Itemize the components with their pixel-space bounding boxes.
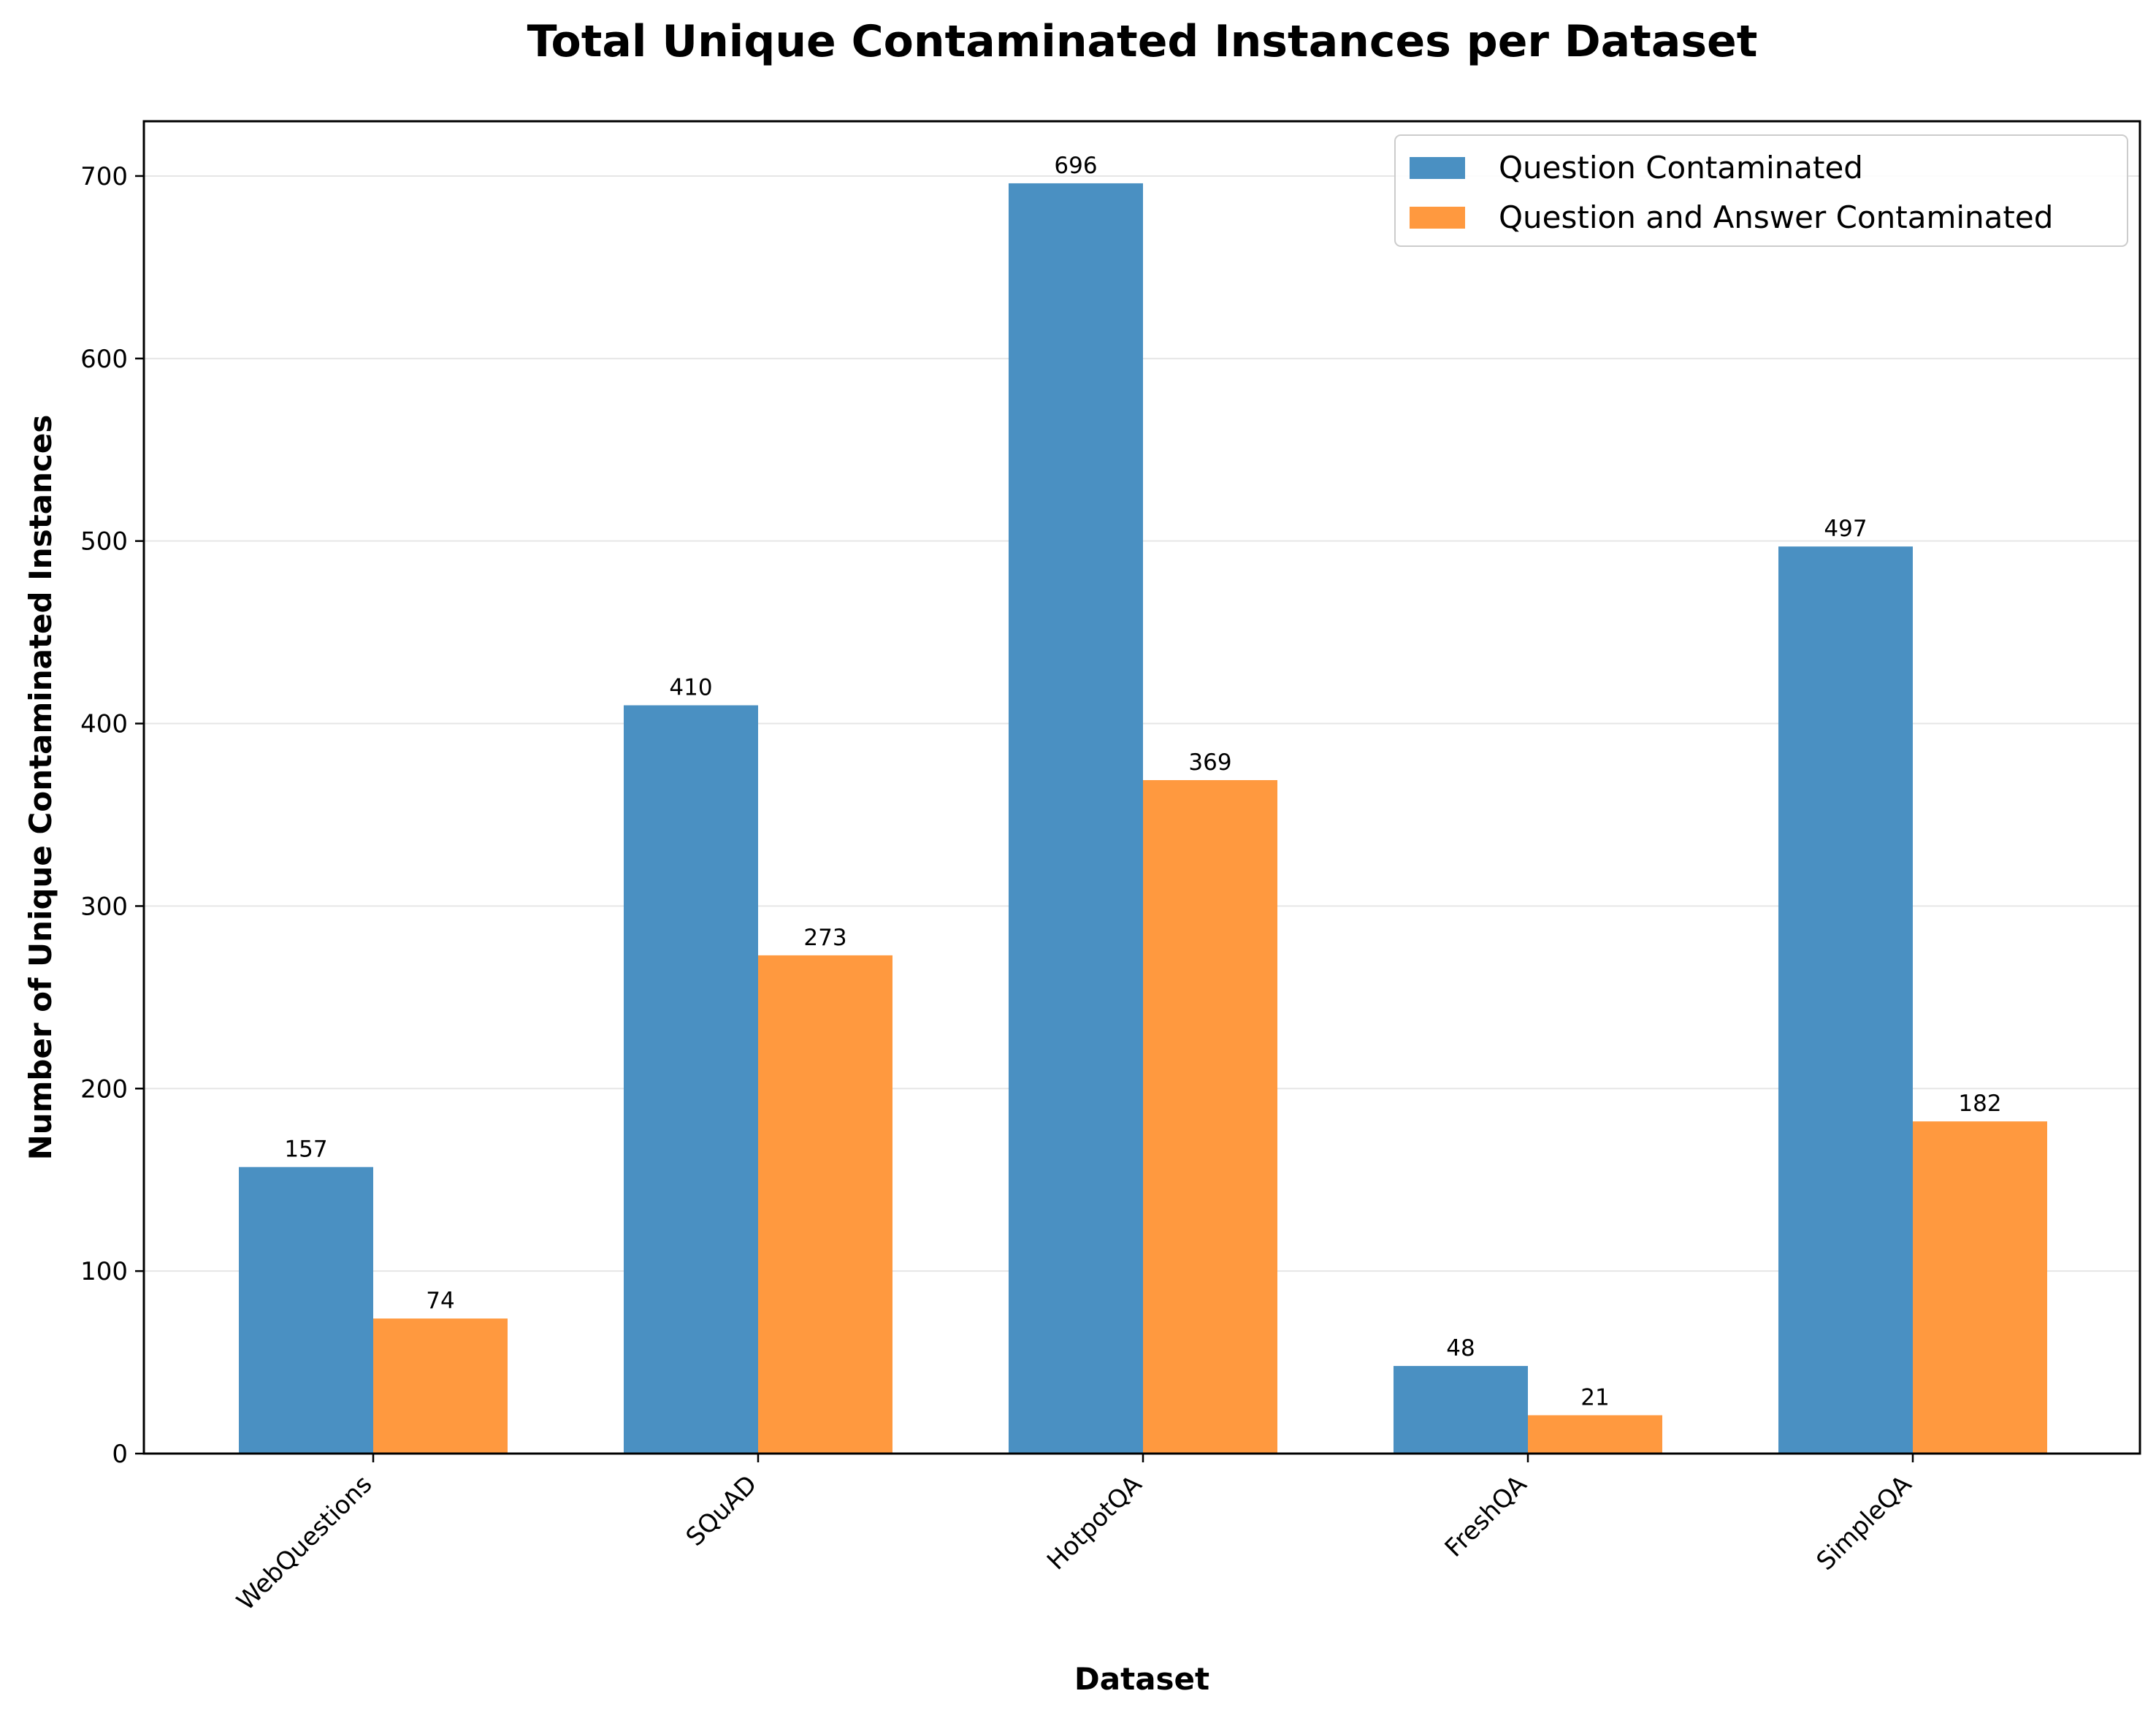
bar <box>1394 1366 1528 1454</box>
chart-title: Total Unique Contaminated Instances per … <box>527 16 1758 67</box>
bar-value-label: 497 <box>1824 516 1867 542</box>
legend-box <box>1394 134 2128 247</box>
bar <box>1913 1121 2047 1454</box>
bar <box>1778 546 1913 1454</box>
bar <box>758 955 892 1454</box>
data-labels: 157 74 410 273 696 369 48 21 497 182 <box>284 153 2001 1411</box>
bar-value-label: 21 <box>1580 1385 1609 1411</box>
bar <box>373 1318 508 1454</box>
bar-value-label: 48 <box>1446 1335 1475 1362</box>
y-tick-label: 400 <box>80 710 128 739</box>
x-axis-title: Dataset <box>1074 1661 1209 1697</box>
y-tick-label: 700 <box>80 162 128 191</box>
plot-area-frame <box>142 120 2141 1455</box>
x-tick-label: SQuAD <box>681 1470 763 1552</box>
bar-value-label: 696 <box>1054 153 1097 179</box>
x-tick-label: WebQuestions <box>232 1470 378 1616</box>
y-tick-label: 600 <box>80 345 128 374</box>
legend-label: Question and Answer Contaminated <box>1499 199 2053 235</box>
x-axis: WebQuestions SQuAD HotpotQA FreshQA SimpleQA <box>232 1454 1918 1616</box>
x-tick-label: HotpotQA <box>1041 1470 1147 1576</box>
bar <box>1009 183 1143 1454</box>
bar-value-label: 74 <box>426 1288 454 1314</box>
y-tick-label: 300 <box>80 892 128 921</box>
x-tick-label: FreshQA <box>1440 1470 1533 1563</box>
x-tick-label: SimpleQA <box>1811 1470 1918 1576</box>
y-tick-label: 0 <box>112 1440 128 1469</box>
bar <box>1528 1415 1662 1454</box>
bars <box>239 183 2047 1454</box>
bar <box>239 1167 373 1454</box>
legend: Question Contaminated Question and Answer… <box>1394 134 2128 247</box>
bar-value-label: 182 <box>1958 1091 2001 1117</box>
bar-value-label: 273 <box>803 925 846 951</box>
legend-swatch <box>1410 207 1465 229</box>
bar-value-label: 157 <box>284 1137 327 1163</box>
y-axis-title: Number of Unique Contaminated Instances <box>23 415 58 1161</box>
bar-value-label: 410 <box>669 675 712 701</box>
bar <box>624 705 758 1454</box>
bar <box>1143 780 1277 1454</box>
y-tick-label: 100 <box>80 1257 128 1286</box>
bar-value-label: 369 <box>1188 749 1231 776</box>
legend-swatch <box>1410 157 1465 179</box>
y-tick-label: 200 <box>80 1074 128 1104</box>
y-tick-label: 500 <box>80 527 128 557</box>
y-axis: 0 100 200 300 400 500 600 700 <box>80 162 144 1469</box>
legend-label: Question Contaminated <box>1499 150 1863 186</box>
